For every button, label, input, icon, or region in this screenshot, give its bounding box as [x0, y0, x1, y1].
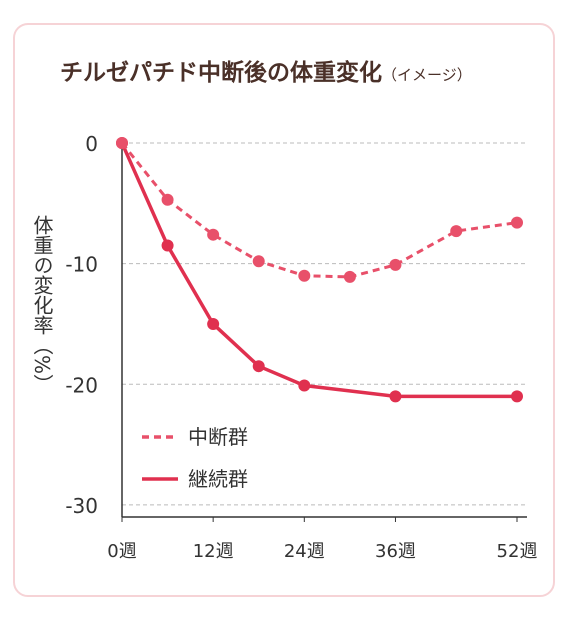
- point: [161, 239, 174, 252]
- x-tick-label: 24週: [284, 541, 325, 562]
- y-tick-label: -30: [65, 494, 98, 518]
- x-tick-label: 52週: [497, 541, 538, 562]
- y-tick-label: -10: [65, 253, 98, 277]
- y-tick-label: 0: [85, 132, 98, 156]
- y-tick-label: -20: [65, 373, 98, 397]
- legend-label: 中断群: [188, 425, 248, 449]
- point: [389, 258, 402, 271]
- card: [13, 23, 555, 597]
- title-main: チルゼパチド中断後の体重変化: [60, 59, 382, 86]
- x-tick-label: 0週: [107, 541, 136, 562]
- point: [450, 225, 463, 238]
- legend-label: 継続群: [188, 467, 248, 491]
- point: [298, 269, 311, 282]
- y-axis-label: 体重の変化率（%）: [30, 215, 54, 394]
- x-tick-label: 36週: [375, 541, 416, 562]
- point: [511, 390, 523, 403]
- point: [161, 193, 174, 206]
- title-note: （イメージ）: [382, 66, 472, 84]
- point: [389, 390, 402, 403]
- point: [511, 216, 523, 229]
- point: [298, 379, 311, 392]
- chart-title: チルゼパチド中断後の体重変化（イメージ）: [60, 59, 472, 86]
- point: [116, 137, 128, 149]
- point: [252, 255, 265, 268]
- point: [343, 270, 356, 283]
- point: [252, 360, 265, 373]
- point: [207, 228, 220, 241]
- x-tick-label: 12週: [193, 541, 234, 562]
- point: [207, 317, 220, 330]
